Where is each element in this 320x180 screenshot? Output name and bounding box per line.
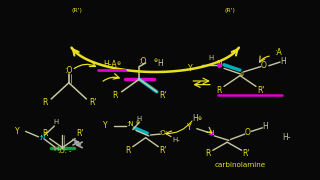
Text: R: R — [125, 146, 131, 155]
Text: (R'): (R') — [225, 8, 236, 13]
Text: R: R — [217, 86, 222, 95]
Text: H-: H- — [172, 136, 180, 143]
Text: H: H — [157, 59, 163, 68]
Text: H: H — [192, 114, 198, 123]
Text: H: H — [280, 57, 286, 66]
Text: :N: :N — [126, 121, 133, 127]
Text: -: - — [69, 148, 72, 154]
Text: N: N — [216, 60, 222, 69]
Text: R: R — [205, 149, 211, 158]
Text: R: R — [113, 91, 118, 100]
Text: H: H — [137, 116, 142, 122]
Text: :O:: :O: — [158, 130, 168, 136]
Text: R: R — [42, 98, 47, 107]
Text: Y: Y — [188, 64, 193, 73]
Text: ⊕: ⊕ — [240, 72, 244, 77]
Text: Y: Y — [15, 127, 20, 136]
Text: :N: :N — [207, 130, 215, 136]
Text: carbinolamine: carbinolamine — [214, 162, 266, 168]
Text: Y: Y — [103, 122, 108, 130]
Text: ⊕: ⊕ — [198, 116, 202, 121]
Text: H: H — [53, 146, 59, 152]
Text: R': R' — [243, 149, 250, 158]
Text: -: - — [170, 128, 172, 134]
Text: H-A: H-A — [104, 60, 117, 69]
Text: R': R' — [159, 146, 167, 155]
Text: :O: :O — [138, 57, 147, 66]
Text: H: H — [263, 122, 268, 131]
Text: R': R' — [257, 86, 265, 95]
Text: (R'): (R') — [71, 8, 82, 13]
Text: ⊕: ⊕ — [154, 58, 158, 63]
Text: :O: :O — [65, 66, 73, 75]
Text: O: O — [245, 128, 251, 137]
Text: Y: Y — [187, 123, 191, 132]
Text: H: H — [209, 55, 214, 61]
Text: R': R' — [76, 129, 84, 138]
Text: :A: :A — [275, 48, 282, 57]
Text: H-: H- — [282, 133, 291, 142]
Text: ⊕: ⊕ — [116, 61, 120, 66]
Text: R': R' — [159, 91, 167, 100]
Text: H: H — [53, 119, 59, 125]
Text: R: R — [42, 129, 47, 138]
Text: R': R' — [89, 98, 97, 107]
Text: O: O — [261, 61, 267, 70]
Text: :N: :N — [38, 135, 45, 141]
Text: ⊕: ⊕ — [136, 120, 140, 125]
Text: :O:: :O: — [57, 148, 68, 154]
